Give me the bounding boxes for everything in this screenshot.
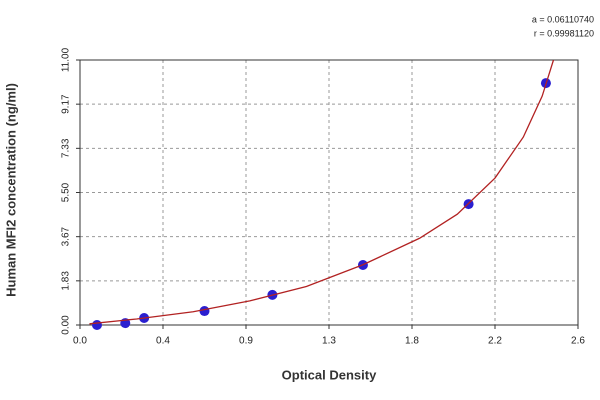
x-tick-label: 0.4 [156,336,170,347]
y-tick-label: 3.67 [61,226,72,246]
x-tick-label: 2.6 [571,336,585,347]
x-tick-label: 0.9 [239,336,253,347]
y-axis-title: Human MFI2 concentration (ng/ml) [3,83,18,297]
x-tick-label: 2.2 [488,336,502,347]
x-tick-label: 0.0 [73,336,87,347]
x-tick-label: 1.8 [405,336,419,347]
fit-curve [89,60,555,325]
plot-frame [79,59,579,326]
x-tick-label: 1.3 [322,336,336,347]
annotation: a = 0.06110740 [532,14,594,24]
y-tick-label: 0.00 [61,315,72,335]
y-tick-label: 7.33 [61,138,72,158]
y-tick-label: 9.17 [61,94,72,114]
annotation: r = 0.99981120 [534,28,594,38]
y-tick-label: 5.50 [61,182,72,202]
y-tick-label: 1.83 [61,271,72,291]
data-point [199,306,210,317]
x-axis-title: Optical Density [282,367,377,382]
data-point [91,320,102,330]
y-tick-label: 11.00 [61,47,72,72]
